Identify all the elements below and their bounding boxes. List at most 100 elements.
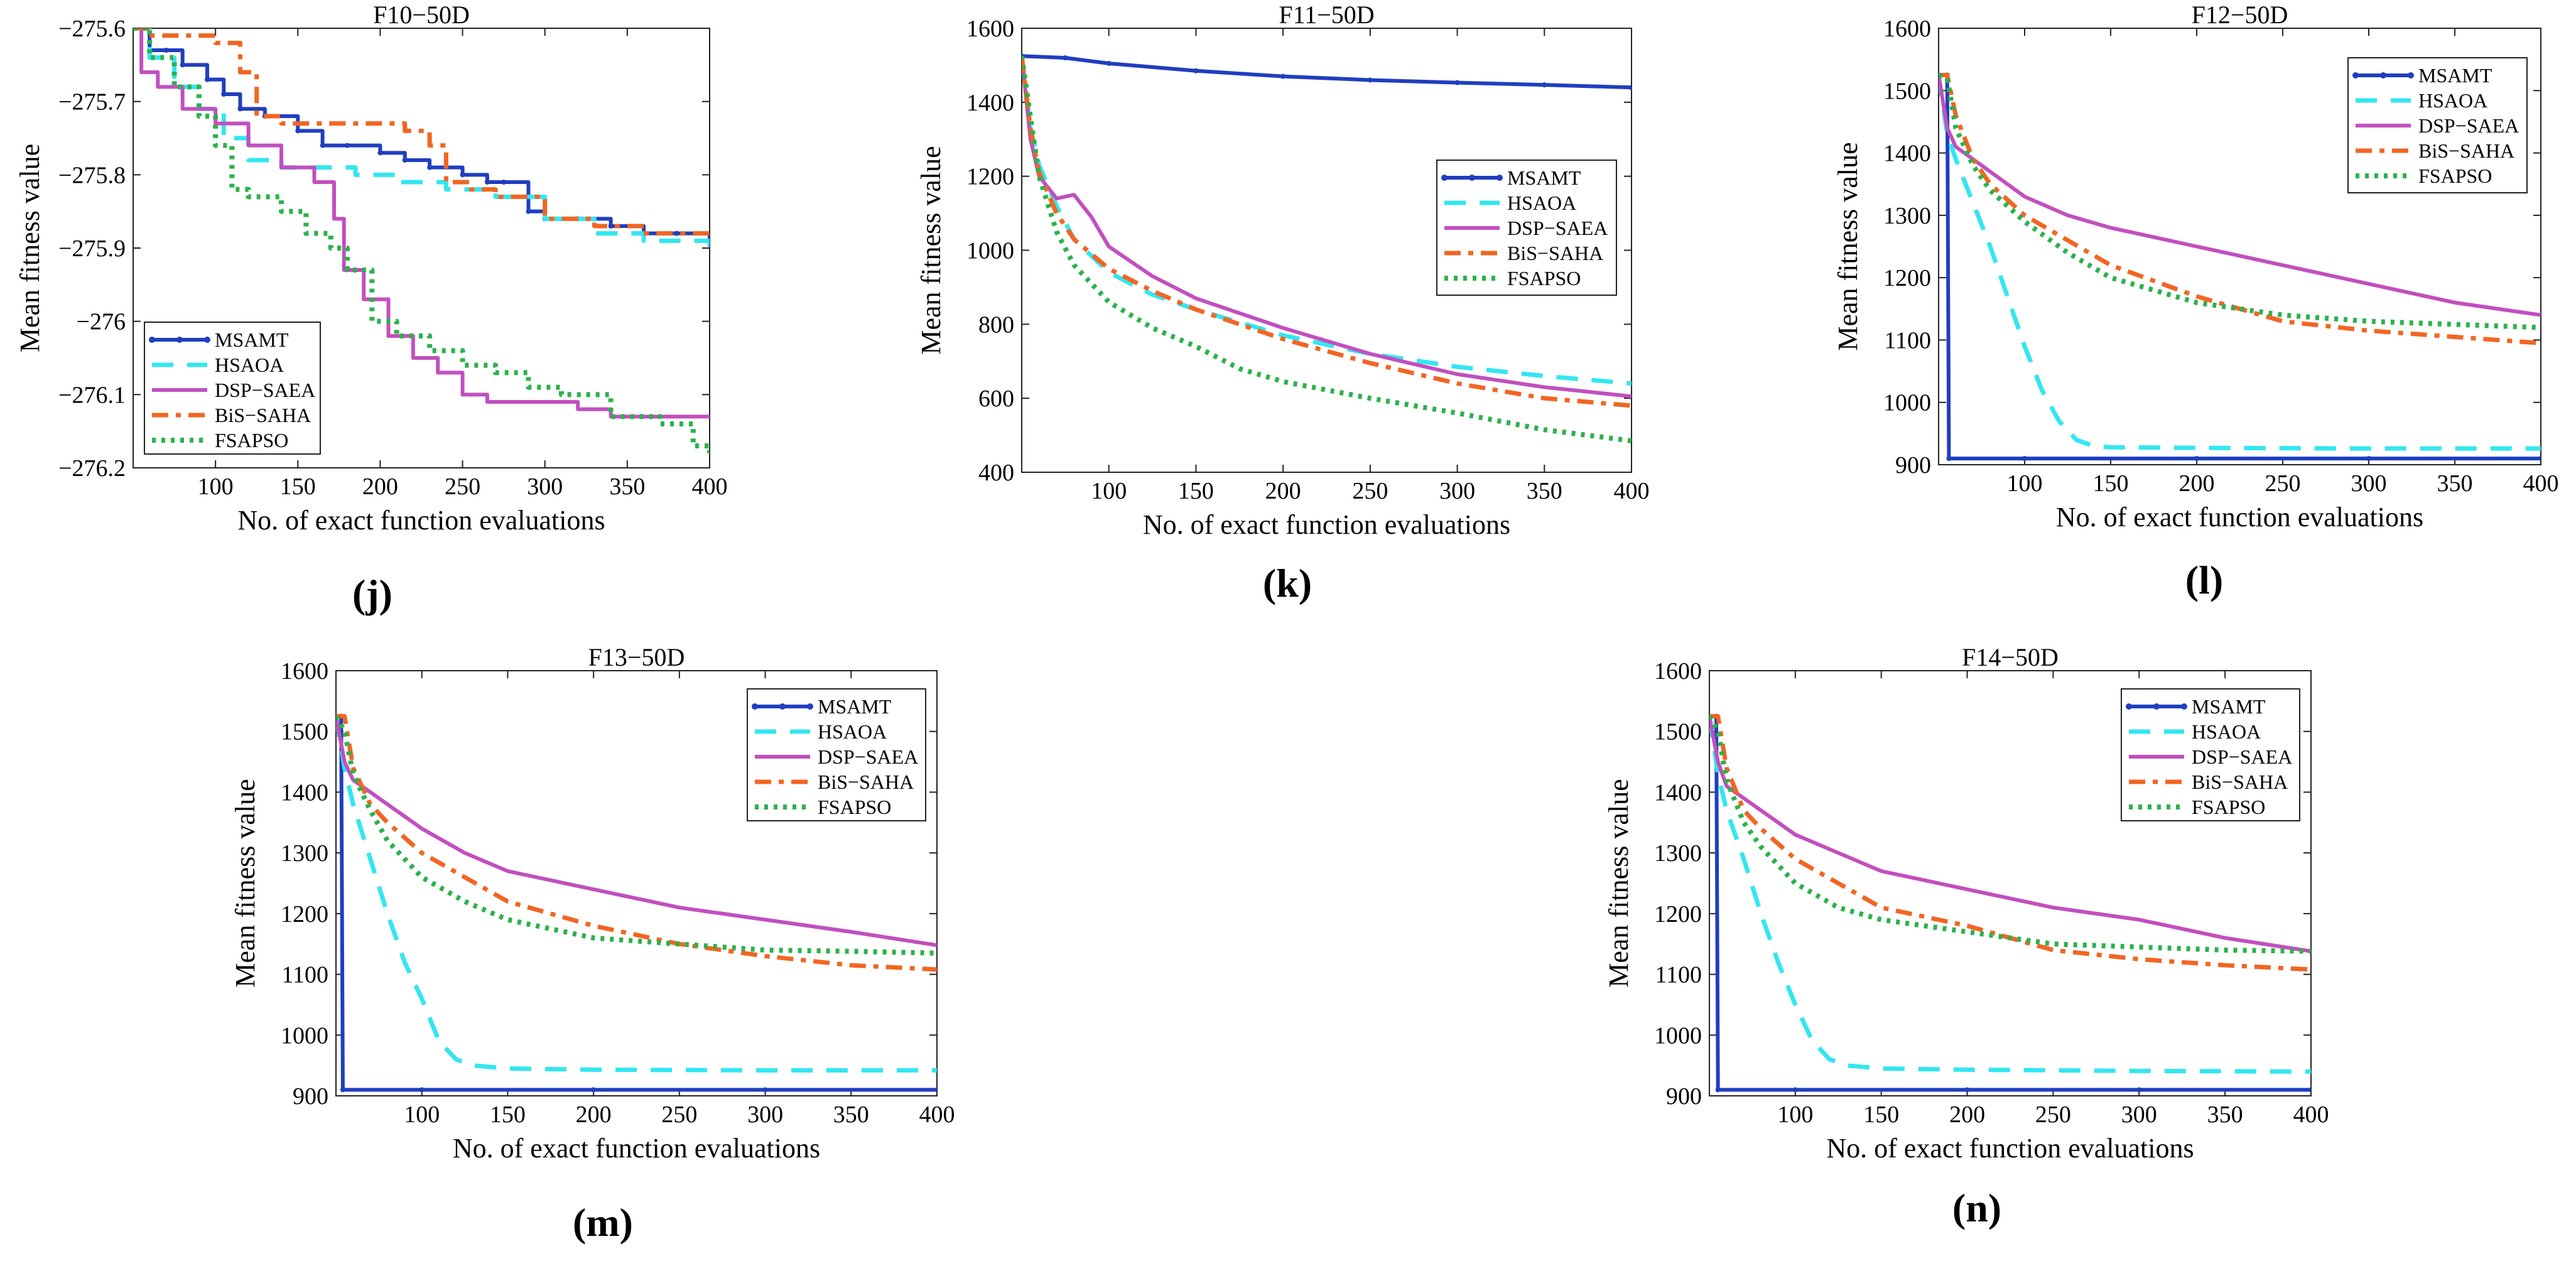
legend-label: FSAPSO — [818, 796, 891, 818]
legend-label: MSAMT — [215, 328, 289, 351]
data-point — [2022, 456, 2027, 462]
series-line-fsapso — [1939, 72, 2541, 330]
panel-letter: (k) — [1263, 561, 1312, 605]
y-axis-label: Mean fitness value — [230, 779, 261, 987]
x-tick-label: 100 — [1777, 1101, 1813, 1128]
x-tick-label: 100 — [2007, 470, 2043, 497]
panel-k: 100 150 200 250 300 350 400 400 600 800 1000 1200 14… — [916, 1, 1650, 605]
y-tick-label: 1300 — [281, 840, 328, 867]
x-tick-label: 400 — [1614, 478, 1650, 504]
y-tick-label: 1000 — [1654, 1022, 1702, 1049]
x-tick-label: 150 — [2093, 470, 2129, 497]
legend-marker — [2380, 72, 2386, 78]
x-tick-label: 300 — [2121, 1101, 2157, 1128]
x-tick-label: 350 — [833, 1101, 869, 1128]
series-group — [1939, 72, 2541, 462]
legend-label: MSAMT — [818, 695, 892, 718]
y-tick-label: 1400 — [281, 779, 328, 806]
y-tick-label: 1400 — [1883, 141, 1931, 167]
y-tick-label: 1200 — [966, 164, 1014, 190]
x-tick-label: 100 — [404, 1101, 440, 1128]
plot-area-frame — [335, 670, 938, 1096]
legend-marker — [2352, 72, 2359, 78]
y-tick-label: −275.6 — [58, 16, 126, 42]
x-axis-label: No. of exact function evaluations — [2056, 502, 2423, 533]
series-line-dsp-saea — [1939, 74, 2541, 317]
data-point — [460, 172, 465, 178]
y-tick-label: 1200 — [1654, 901, 1702, 928]
y-tick-label: 1300 — [1883, 203, 1931, 229]
x-tick-label: 350 — [1527, 478, 1562, 504]
data-point — [1964, 1087, 1970, 1093]
x-tick-label: 400 — [2293, 1101, 2329, 1128]
legend-label: FSAPSO — [1507, 267, 1581, 290]
legend-marker — [1496, 175, 1503, 181]
data-point — [340, 1087, 345, 1093]
legend-label: BiS−SAHA — [215, 404, 311, 426]
y-tick-label: 400 — [978, 460, 1014, 486]
x-tick-label: 250 — [1352, 478, 1388, 504]
series-line-dsp-saea — [1709, 715, 2311, 953]
data-point — [1063, 55, 1068, 61]
legend-label: DSP−SAEA — [2418, 114, 2519, 137]
x-axis-label: No. of exact function evaluations — [1143, 509, 1510, 540]
y-tick-label: −276.2 — [58, 455, 126, 482]
x-axis-label: No. of exact function evaluations — [237, 505, 605, 536]
data-point — [934, 1087, 937, 1093]
x-tick-label: 350 — [2207, 1101, 2243, 1128]
data-point — [402, 158, 408, 163]
y-tick-label: 1000 — [966, 238, 1014, 264]
y-axis-label: Mean fitness value — [1603, 779, 1634, 987]
y-tick-label: 1600 — [966, 16, 1014, 42]
data-point — [2366, 456, 2371, 462]
series-line-bis-saha — [133, 28, 710, 236]
legend-marker — [752, 703, 758, 710]
y-tick-label: 1600 — [1883, 16, 1931, 42]
plot-area-frame — [1709, 670, 2312, 1096]
legend-marker — [204, 337, 210, 343]
x-tick-label: 100 — [198, 474, 234, 500]
legend-label: FSAPSO — [2192, 796, 2265, 818]
legend-marker — [2153, 703, 2160, 710]
data-point — [608, 224, 614, 229]
x-tick-label: 200 — [2179, 470, 2215, 497]
series-group — [1022, 53, 1632, 443]
y-axis-label: Mean fitness value — [14, 144, 45, 352]
x-tick-label: 150 — [490, 1101, 526, 1128]
y-tick-label: 1200 — [1883, 265, 1931, 291]
y-tick-label: 1400 — [966, 90, 1014, 116]
x-tick-label: 150 — [1178, 478, 1214, 504]
y-tick-label: 1100 — [1884, 327, 1931, 354]
x-tick-label: 200 — [362, 474, 398, 500]
legend-label: MSAMT — [2192, 695, 2266, 718]
data-point — [1193, 68, 1199, 73]
x-tick-label: 300 — [2351, 470, 2387, 497]
x-tick-label: 300 — [747, 1101, 783, 1128]
y-tick-label: 900 — [1895, 452, 1931, 479]
series-line-dsp-saea — [336, 715, 937, 948]
x-tick-label: 250 — [2265, 470, 2301, 497]
x-tick-label: 200 — [1949, 1101, 1985, 1128]
series-line-hsaoa — [1939, 74, 2541, 451]
chart-title: F13−50D — [588, 643, 685, 671]
data-point — [674, 230, 679, 236]
panel-letter: (m) — [573, 1200, 633, 1245]
y-tick-label: −275.7 — [58, 89, 126, 116]
x-tick-label: 250 — [2035, 1101, 2071, 1128]
legend-marker — [149, 337, 155, 343]
legend-label: BiS−SAHA — [2418, 139, 2514, 162]
y-tick-label: 900 — [293, 1083, 328, 1110]
y-tick-label: 1500 — [281, 719, 328, 745]
y-tick-label: 1500 — [1883, 78, 1931, 104]
panels-group: 100 150 200 250 300 350 400 −275.6 −275.7 −275.8 −… — [14, 1, 2559, 1245]
chart-title: F14−50D — [1962, 643, 2059, 671]
series-line-bis-saha — [1022, 55, 1632, 408]
x-axis-label: No. of exact function evaluations — [453, 1133, 820, 1164]
legend-marker — [2408, 72, 2414, 78]
legend-label: HSAOA — [818, 720, 887, 743]
series-line-fsapso — [1022, 55, 1632, 443]
data-point — [1792, 1087, 1798, 1093]
y-tick-label: −276.1 — [58, 382, 126, 408]
data-point — [320, 143, 325, 148]
